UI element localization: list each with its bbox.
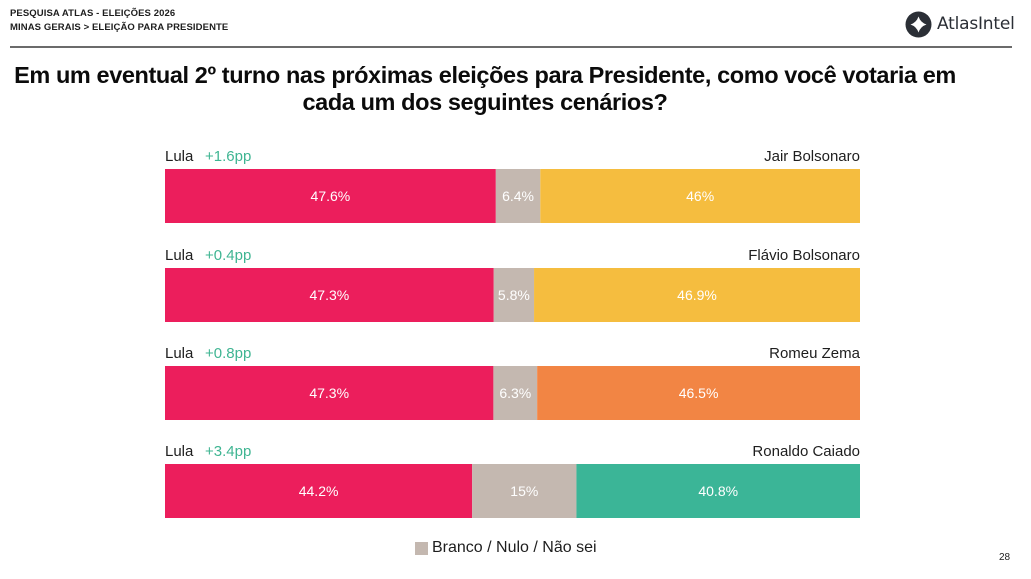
- data-label-lula: 47.6%: [311, 188, 351, 204]
- data-label-blank: 6.4%: [502, 188, 534, 204]
- right-candidate-name: Romeu Zema: [769, 345, 861, 362]
- bar-segment-blank: [493, 268, 535, 322]
- bar-segment-opponent: [534, 268, 860, 322]
- data-label-lula: 44.2%: [299, 483, 339, 499]
- lead-difference: +0.8pp: [205, 345, 251, 362]
- data-label-lula: 47.3%: [310, 287, 350, 303]
- right-candidate-name: Jair Bolsonaro: [764, 148, 860, 165]
- chart-title-line-2: cada um dos seguintes cenários?: [302, 89, 668, 115]
- chart-title: Em um eventual 2º turno nas próximas ele…: [0, 62, 970, 116]
- legend: Branco / Nulo / Não sei: [415, 539, 597, 557]
- right-candidate-name: Flávio Bolsonaro: [748, 247, 860, 264]
- chart-title-line-1: Em um eventual 2º turno nas próximas ele…: [14, 62, 956, 88]
- bar-segment-lula: [165, 169, 496, 223]
- bar-segment-lula: [165, 268, 494, 322]
- lead-difference: +3.4pp: [205, 443, 251, 460]
- page-number: 28: [999, 552, 1011, 563]
- legend-swatch-blank: [415, 541, 428, 555]
- data-label-opponent: 46%: [686, 188, 714, 204]
- survey-title: PESQUISA ATLAS - ELEIÇÕES 2026: [10, 8, 176, 19]
- data-label-blank: 15%: [510, 483, 538, 499]
- left-candidate-name: Lula: [165, 148, 194, 165]
- legend-label-blank: Branco / Nulo / Não sei: [432, 539, 597, 556]
- left-candidate-name: Lula: [165, 345, 194, 362]
- bar-segment-lula: [165, 464, 473, 518]
- brand-logo: AtlasIntel: [905, 10, 1015, 38]
- bar-segment-opponent: [537, 366, 860, 420]
- data-label-opponent: 40.8%: [698, 483, 738, 499]
- left-candidate-name: Lula: [165, 247, 194, 264]
- data-label-blank: 6.3%: [499, 385, 531, 401]
- right-candidate-name: Ronaldo Caiado: [752, 443, 860, 460]
- bar-segment-blank: [472, 464, 577, 518]
- atlasintel-logo-icon: [905, 11, 932, 38]
- bar-segment-blank: [495, 169, 541, 223]
- bar-segment-opponent: [576, 464, 860, 518]
- header-divider: [10, 46, 1012, 48]
- bar-segment-lula: [165, 366, 494, 420]
- lead-difference: +1.6pp: [205, 148, 251, 165]
- brand-name: AtlasIntel: [937, 14, 1015, 34]
- data-label-opponent: 46.9%: [677, 287, 717, 303]
- breadcrumb: MINAS GERAIS > ELEIÇÃO PARA PRESIDENTE: [10, 22, 229, 33]
- data-label-lula: 47.3%: [309, 385, 349, 401]
- data-label-blank: 5.8%: [498, 287, 530, 303]
- data-label-opponent: 46.5%: [679, 385, 719, 401]
- lead-difference: +0.4pp: [205, 247, 251, 264]
- bar-segment-blank: [493, 366, 538, 420]
- bar-segment-opponent: [540, 169, 860, 223]
- left-candidate-name: Lula: [165, 443, 194, 460]
